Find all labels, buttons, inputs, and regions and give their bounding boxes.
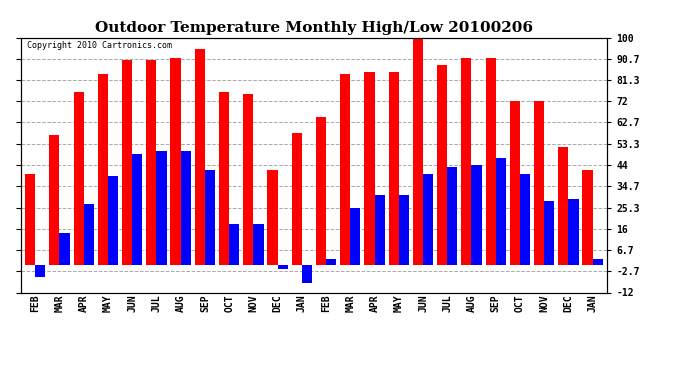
Bar [388,72,399,265]
Text: Copyright 2010 Cartronics.com: Copyright 2010 Cartronics.com [26,41,172,50]
Bar [195,49,205,265]
Bar [219,92,229,265]
Bar [375,195,385,265]
Bar [351,208,360,265]
Bar [486,58,495,265]
Bar [582,170,593,265]
Bar [25,174,35,265]
Bar [471,165,482,265]
Bar [181,152,191,265]
Title: Outdoor Temperature Monthly High/Low 20100206: Outdoor Temperature Monthly High/Low 201… [95,21,533,35]
Bar [35,265,46,277]
Bar [558,147,569,265]
Bar [399,195,409,265]
Bar [462,58,471,265]
Bar [205,170,215,265]
Bar [268,170,277,265]
Bar [292,133,302,265]
Bar [146,60,157,265]
Bar [49,135,59,265]
Bar [316,117,326,265]
Bar [340,74,351,265]
Bar [593,260,603,265]
Bar [108,176,118,265]
Bar [495,158,506,265]
Bar [520,174,530,265]
Bar [534,101,544,265]
Bar [364,72,375,265]
Bar [74,92,83,265]
Bar [437,65,447,265]
Bar [447,167,457,265]
Bar [122,60,132,265]
Bar [326,260,336,265]
Bar [132,154,142,265]
Bar [157,152,166,265]
Bar [302,265,312,284]
Bar [569,199,579,265]
Bar [170,58,181,265]
Bar [413,35,423,265]
Bar [544,201,554,265]
Bar [277,265,288,268]
Bar [98,74,108,265]
Bar [423,174,433,265]
Bar [243,94,253,265]
Bar [59,233,70,265]
Bar [83,204,94,265]
Bar [253,224,264,265]
Bar [229,224,239,265]
Bar [510,101,520,265]
